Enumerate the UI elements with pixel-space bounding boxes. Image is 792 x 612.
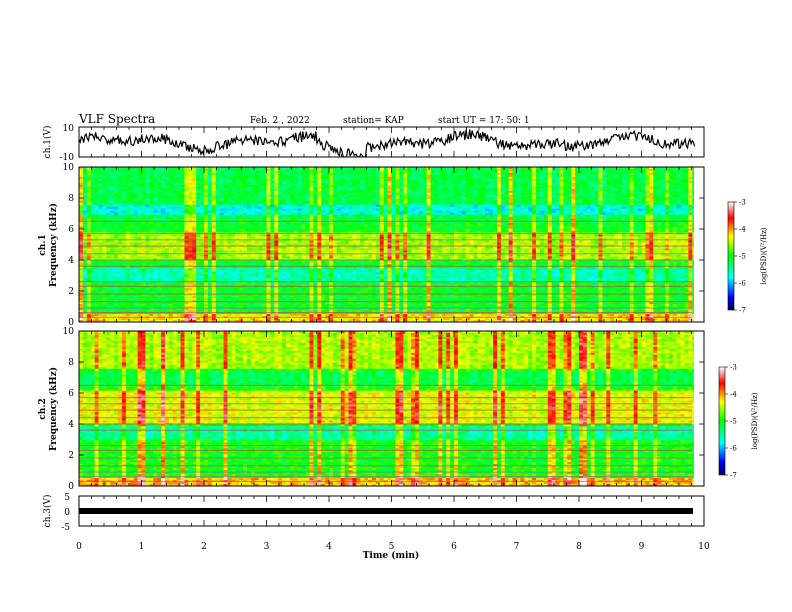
ch2-spectrogram-yticks: 0 2 4 6 8 10 <box>63 327 704 492</box>
ch1-colorbar-label: log(PSD)(V²/Hz) <box>760 227 768 284</box>
freq-tick-label: 0 <box>68 482 74 492</box>
freq-tick-label: 6 <box>68 389 74 399</box>
colorbar-tick-label: -4 <box>730 391 737 399</box>
freq-tick-label: 4 <box>68 420 74 430</box>
ch1-spectrogram-yticks: 0 2 4 6 8 10 <box>63 163 704 328</box>
time-axis-ticklabels: 0 1 2 3 4 5 6 7 8 9 10 <box>76 542 710 552</box>
colorbar-tick-label: -3 <box>730 364 737 372</box>
ch1-colorbar <box>727 201 735 311</box>
ch3-ytick-top: 5 <box>64 493 70 503</box>
freq-tick-label: 2 <box>68 451 74 461</box>
ch1-waveform-panel: 10 -10 ch.1(V) <box>42 124 705 163</box>
colorbar-tick-label: -7 <box>739 307 746 315</box>
colorbar-tick-label: -7 <box>730 472 737 480</box>
ch3-xticks <box>78 496 705 526</box>
freq-tick-label: 8 <box>68 358 74 368</box>
ch1-ytick-bottom: -10 <box>60 153 75 163</box>
station-label: station= KAP <box>343 116 404 126</box>
time-tick-label: 5 <box>389 542 395 552</box>
freq-tick-label: 4 <box>68 256 74 266</box>
freq-tick-label: 0 <box>68 318 74 328</box>
time-tick-label: 9 <box>639 542 645 552</box>
colorbar-tick-label: -6 <box>739 280 746 288</box>
time-tick-label: 7 <box>514 542 520 552</box>
colorbar-tick-label: -5 <box>739 253 746 261</box>
ch1-spectrogram-ylabel2: Frequency (kHz) <box>48 203 59 287</box>
colorbar-tick-label: -5 <box>730 418 737 426</box>
time-axis-label: Time (min) <box>363 550 420 561</box>
colorbar-tick-label: -3 <box>739 199 746 207</box>
freq-tick-label: 10 <box>63 163 75 173</box>
ch2-spectrogram-ylabel1: ch.2 <box>38 398 48 419</box>
ch1-spectrogram-ylabel1: ch.1 <box>38 234 48 255</box>
start-time-label: start UT = 17: 50: 1 <box>438 116 530 126</box>
figure-title: VLF Spectra <box>78 112 155 126</box>
time-tick-label: 0 <box>76 542 82 552</box>
ch1-spectrogram-xticks <box>78 167 705 322</box>
ch2-colorbar-ticks: -3 -4 -5 -6 -7 <box>725 364 737 480</box>
ch2-spectrogram-ylabel2: Frequency (kHz) <box>48 367 59 451</box>
ch2-spectrogram-xticks <box>78 331 705 486</box>
freq-tick-label: 2 <box>68 287 74 297</box>
time-tick-label: 2 <box>201 542 207 552</box>
colorbar-tick-label: -4 <box>739 226 746 234</box>
ch3-ytick-mid: 0 <box>64 508 70 518</box>
ch1-ylabel: ch.1(V) <box>42 126 53 159</box>
time-tick-label: 10 <box>698 542 710 552</box>
ch3-ytick-bottom: -5 <box>61 523 70 533</box>
ch1-waveform-line <box>79 129 696 157</box>
time-tick-label: 3 <box>264 542 270 552</box>
ch1-colorbar-ticks: -3 -4 -5 -6 -7 <box>734 199 746 315</box>
freq-tick-label: 10 <box>63 327 75 337</box>
time-tick-label: 1 <box>139 542 145 552</box>
ch2-colorbar-label: log(PSD)(V²/Hz) <box>751 392 759 449</box>
ch1-xticks <box>78 127 705 157</box>
time-tick-label: 6 <box>451 542 457 552</box>
ch2-spectrogram-image <box>79 331 705 487</box>
time-tick-label: 8 <box>576 542 582 552</box>
ch2-colorbar <box>718 366 726 476</box>
freq-tick-label: 8 <box>68 194 74 204</box>
ch1-ytick-top: 10 <box>63 124 75 134</box>
colorbar-tick-label: -6 <box>730 445 737 453</box>
date-label: Feb. 2 , 2022 <box>250 116 310 126</box>
freq-tick-label: 6 <box>68 225 74 235</box>
ch3-waveform-line <box>79 508 693 514</box>
ch1-spectrogram-image <box>79 167 705 323</box>
time-tick-label: 4 <box>326 542 332 552</box>
ch3-ylabel: ch.3(V) <box>42 495 53 528</box>
ch3-waveform-panel: 5 0 -5 ch.3(V) 0 1 2 3 4 5 6 7 8 9 10 Time (min) <box>42 493 710 561</box>
